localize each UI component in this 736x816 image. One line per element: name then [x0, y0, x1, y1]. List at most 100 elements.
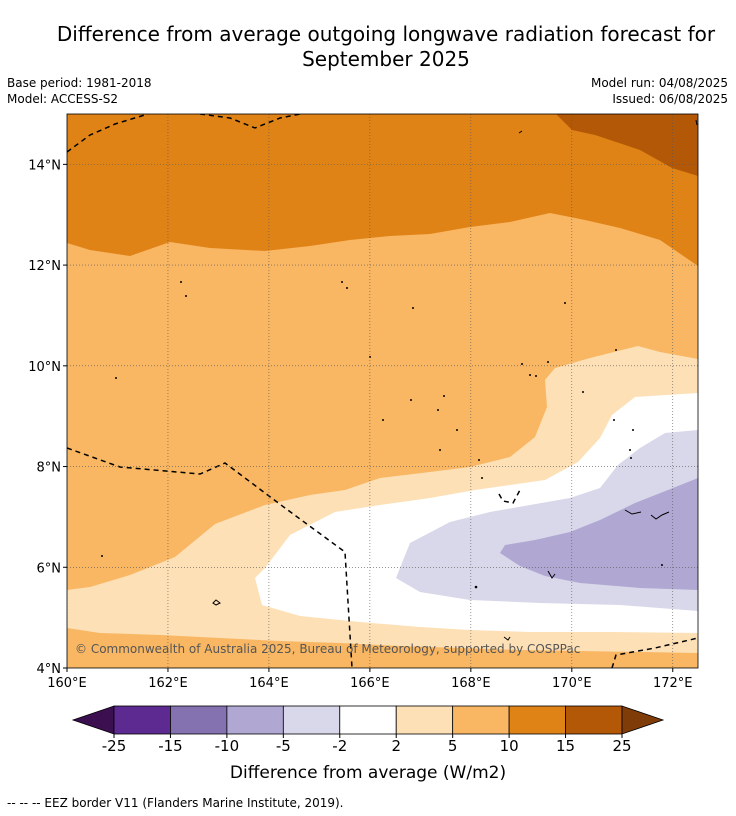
island [650, 511, 670, 520]
atoll [115, 377, 117, 379]
atoll [180, 281, 182, 283]
atoll [521, 363, 523, 365]
colorbar [71, 705, 665, 735]
lon-label: 170°E [552, 676, 592, 691]
atoll [615, 349, 617, 351]
lat-label: 10°N [28, 360, 61, 375]
issued-date: Issued: 06/08/2025 [612, 92, 728, 106]
lat-label: 6°N [37, 561, 62, 576]
atoll [478, 459, 480, 461]
lon-label: 162°E [148, 676, 188, 691]
colorbar-extend-low [71, 705, 115, 735]
atoll [535, 375, 537, 377]
colorbar-extend-high [621, 705, 665, 735]
atoll [547, 361, 549, 363]
model-run: Model run: 04/08/2025 [590, 76, 728, 90]
colorbar-segment [452, 705, 510, 735]
meta-right: Model run: 04/08/2025 Issued: 06/08/2025 [591, 75, 728, 107]
atoll [474, 585, 478, 589]
atoll [443, 395, 445, 397]
colorbar-tick-label: 2 [391, 737, 401, 755]
island [547, 570, 556, 579]
atoll [346, 287, 348, 289]
model-name: Model: ACCESS-S2 [7, 92, 119, 106]
atoll [410, 399, 412, 401]
colorbar-segment [565, 705, 623, 735]
island [695, 119, 698, 126]
colorbar-segment [339, 705, 397, 735]
meta-left: Base period: 1981-2018 Model: ACCESS-S2 [7, 75, 152, 107]
atoll [481, 477, 483, 479]
colorbar-tick-label: 25 [612, 737, 631, 755]
lon-label: 164°E [249, 676, 289, 691]
colorbar-ticks: -25 -15 -10 -5 -2 2 5 10 15 25 [102, 734, 632, 755]
colorbar-tick-label: 10 [500, 737, 519, 755]
plot-frame [66, 113, 699, 669]
atoll [382, 419, 384, 421]
colorbar-segment [395, 705, 454, 735]
atoll [630, 457, 632, 459]
lon-label: 168°E [451, 676, 491, 691]
title-line-2: September 2025 [302, 47, 470, 71]
colorbar-segment [282, 705, 341, 735]
lon-label: 160°E [47, 676, 87, 691]
island [624, 509, 642, 515]
island [503, 636, 511, 641]
atoll [529, 374, 531, 376]
colorbar-tick-label: -15 [158, 737, 183, 755]
colorbar-label: Difference from average (W/m2) [230, 763, 506, 783]
colorbar-segment [508, 705, 566, 735]
band-10-15 [67, 114, 698, 266]
atolls [101, 281, 663, 589]
atoll [185, 295, 187, 297]
axis-labels: 160°E 162°E 164°E 166°E 168°E 170°E 172°E 14°N 1… [28, 158, 692, 691]
base-period: Base period: 1981-2018 [7, 76, 152, 90]
map-plot-area [67, 114, 698, 668]
colorbar-tick-label: 15 [556, 737, 575, 755]
eez-border-southeast [611, 637, 698, 668]
copyright-note: © Commonwealth of Australia 2025, Bureau… [75, 642, 580, 656]
lat-label: 8°N [37, 461, 62, 476]
colorbar-tick-label: -10 [215, 737, 240, 755]
atoll [456, 429, 458, 431]
atoll [629, 449, 631, 451]
eez-border-north-2 [199, 114, 301, 129]
lon-label: 172°E [653, 676, 693, 691]
chart-title: Difference from average outgoing longwav… [0, 22, 736, 72]
atoll [613, 419, 615, 421]
atoll [437, 409, 439, 411]
island [212, 599, 221, 606]
island [518, 130, 523, 134]
colorbar-tick-label: 5 [448, 737, 458, 755]
band-5-10-south [67, 628, 698, 668]
lat-label: 12°N [28, 259, 61, 274]
title-line-1: Difference from average outgoing longwav… [56, 22, 716, 46]
atoll [632, 429, 634, 431]
band-minus10-minus5 [500, 478, 698, 590]
colorbar-segment [170, 705, 228, 735]
atoll [439, 449, 441, 451]
colorbar-tick-label: -25 [102, 737, 127, 755]
atoll [101, 555, 103, 557]
eez-border-islands [498, 489, 521, 504]
colorbar-segment [113, 705, 171, 735]
gridlines [67, 114, 698, 668]
eez-border-west [67, 447, 353, 668]
colorbar-segment [226, 705, 284, 735]
atoll [341, 281, 343, 283]
band-15-25 [556, 114, 698, 176]
lon-label: 166°E [350, 676, 390, 691]
atoll [582, 391, 584, 393]
islands [212, 119, 698, 641]
colorbar-tick-label: -2 [332, 737, 347, 755]
atoll [412, 307, 414, 309]
footer-note: -- -- -- EEZ border V11 (Flanders Marine… [7, 796, 344, 810]
eez-border-north [67, 114, 149, 153]
colorbar-tick-label: -5 [276, 737, 291, 755]
atoll [564, 302, 566, 304]
lat-label: 14°N [28, 158, 61, 173]
lat-label: 4°N [37, 662, 62, 677]
atoll [661, 564, 663, 566]
eez-borders [67, 114, 698, 668]
